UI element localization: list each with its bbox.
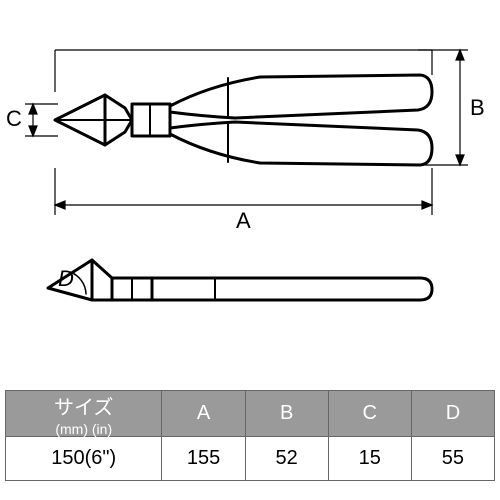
col-size-sub: (mm) (in) bbox=[6, 422, 161, 436]
col-size-title: サイズ bbox=[54, 397, 113, 419]
cell-b: 52 bbox=[245, 437, 328, 481]
cell-c: 15 bbox=[328, 437, 411, 481]
dim-label-a: A bbox=[236, 208, 251, 234]
spec-table: サイズ (mm) (in) A B C D 150(6") 155 52 15 … bbox=[5, 390, 495, 481]
col-d: D bbox=[411, 391, 494, 437]
dim-label-c: C bbox=[6, 106, 22, 132]
col-c: C bbox=[328, 391, 411, 437]
table-row: 150(6") 155 52 15 55 bbox=[6, 437, 495, 481]
table-header-row: サイズ (mm) (in) A B C D bbox=[6, 391, 495, 437]
dim-label-d: D bbox=[58, 266, 74, 292]
plier-drawing-svg bbox=[0, 0, 500, 380]
dim-label-b: B bbox=[470, 95, 485, 121]
col-size: サイズ (mm) (in) bbox=[6, 391, 162, 437]
col-a: A bbox=[162, 391, 245, 437]
cell-size: 150(6") bbox=[6, 437, 162, 481]
col-b: B bbox=[245, 391, 328, 437]
dimension-table: サイズ (mm) (in) A B C D 150(6") 155 52 15 … bbox=[5, 390, 495, 481]
cell-a: 155 bbox=[162, 437, 245, 481]
cell-d: 55 bbox=[411, 437, 494, 481]
